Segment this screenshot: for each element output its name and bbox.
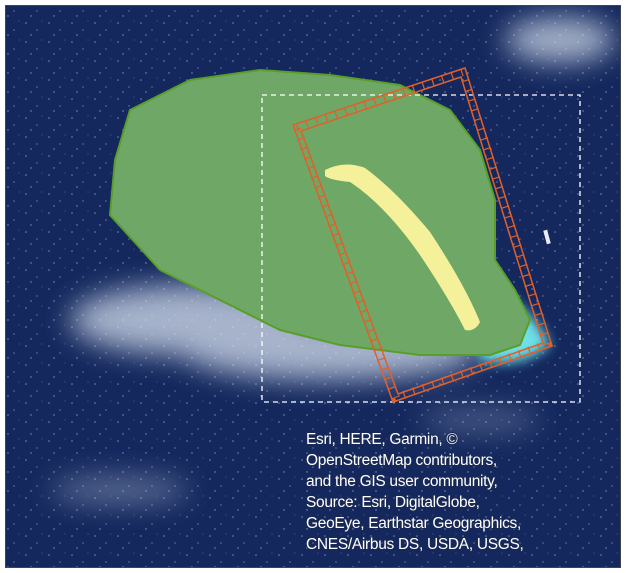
extent-box: [261, 94, 581, 403]
map-frame: [5, 5, 621, 568]
attribution-line: Source: Esri, DigitalGlobe,: [306, 494, 480, 511]
imagery: [6, 6, 620, 567]
attribution-line: Esri, HERE, Garmin, ©: [306, 431, 458, 448]
attribution-line: and the GIS user community,: [306, 473, 497, 490]
land-feature: [325, 164, 480, 331]
attribution-line: OpenStreetMap contributors,: [306, 452, 497, 469]
attribution-line: CNES/Airbus DS, USDA, USGS,: [306, 536, 524, 553]
island-polygon: [108, 68, 532, 356]
attribution: Esri, HERE, Garmin, © OpenStreetMap cont…: [305, 430, 525, 554]
footprint: [291, 66, 553, 404]
boat: [543, 229, 551, 245]
attribution-line: GeoEye, Earthstar Geographics,: [306, 515, 521, 532]
